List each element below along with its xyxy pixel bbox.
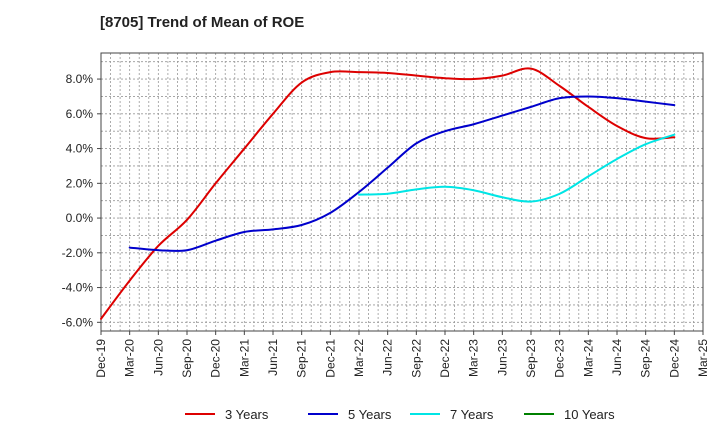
y-tick-label: -6.0% xyxy=(62,315,94,329)
x-tick-label: Dec-24 xyxy=(667,339,681,378)
x-tick-label: Mar-23 xyxy=(467,339,481,377)
plot-frame xyxy=(100,52,704,332)
x-tick-label: Dec-23 xyxy=(553,339,567,378)
x-tick-label: Sep-21 xyxy=(295,339,309,378)
legend-label-5-years: 5 Years xyxy=(348,407,392,422)
y-tick-label: -4.0% xyxy=(62,281,94,295)
legend-label-10-years: 10 Years xyxy=(564,407,615,422)
x-tick-label: Mar-20 xyxy=(123,339,137,377)
x-tick-label: Dec-19 xyxy=(94,339,108,378)
y-tick-label: 0.0% xyxy=(66,211,94,225)
grid-layer xyxy=(100,53,704,331)
legend-label-3-years: 3 Years xyxy=(225,407,269,422)
series-line-3-years xyxy=(100,67,676,320)
x-tick-label: Jun-23 xyxy=(495,339,509,376)
x-tick-label: Jun-22 xyxy=(381,339,395,376)
x-axis-ticks: Dec-19 Mar-20 Jun-20 Sep-20 Dec-20 Mar-21 Jun-… xyxy=(94,331,710,378)
y-tick-label: 2.0% xyxy=(66,176,94,190)
series-layer xyxy=(100,67,676,320)
y-tick-label: 8.0% xyxy=(66,72,94,86)
x-tick-label: Mar-24 xyxy=(581,339,595,377)
x-tick-label: Dec-22 xyxy=(438,339,452,378)
x-tick-label: Sep-24 xyxy=(639,339,653,378)
series-line-5-years xyxy=(128,95,676,253)
y-axis-ticks: -6.0% -4.0% -2.0% 0.0% 2.0% 4.0% 6.0% 8.0% xyxy=(62,72,101,329)
x-tick-label: Jun-21 xyxy=(266,339,280,376)
x-tick-label: Dec-21 xyxy=(323,339,337,378)
x-tick-label: Jun-24 xyxy=(610,339,624,376)
x-tick-label: Dec-20 xyxy=(209,339,223,378)
x-tick-label: Mar-25 xyxy=(696,339,710,377)
x-tick-label: Jun-20 xyxy=(151,339,165,376)
y-tick-label: 4.0% xyxy=(66,142,94,156)
x-tick-label: Sep-23 xyxy=(524,339,538,378)
x-tick-label: Sep-22 xyxy=(409,339,423,378)
series-line-7-years xyxy=(358,133,676,203)
x-tick-label: Mar-22 xyxy=(352,339,366,377)
legend: 3 Years 5 Years 7 Years 10 Years xyxy=(185,407,615,422)
x-tick-label: Sep-20 xyxy=(180,339,194,378)
y-tick-label: -2.0% xyxy=(62,246,94,260)
chart-title: [8705] Trend of Mean of ROE xyxy=(100,14,305,31)
legend-label-7-years: 7 Years xyxy=(450,407,494,422)
y-tick-label: 6.0% xyxy=(66,107,94,121)
x-tick-label: Mar-21 xyxy=(237,339,251,377)
